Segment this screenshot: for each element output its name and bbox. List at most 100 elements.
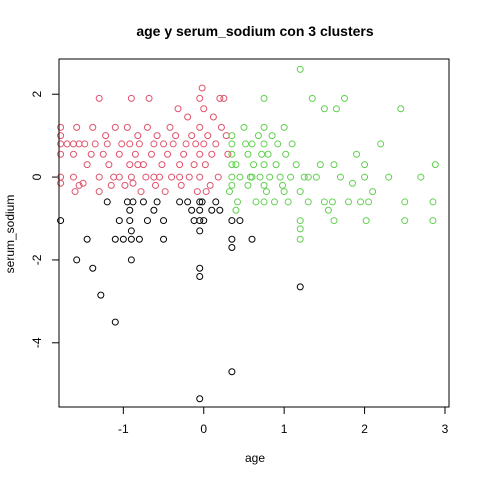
data-point (147, 150, 155, 158)
data-point (57, 150, 65, 158)
data-point (266, 173, 274, 181)
data-point (129, 198, 137, 206)
data-point (362, 217, 370, 225)
data-point (240, 123, 248, 131)
data-point (196, 395, 204, 403)
data-point (228, 217, 236, 225)
y-tick-label: -4 (30, 337, 44, 348)
data-point (214, 173, 222, 181)
data-point (208, 206, 216, 214)
data-point (188, 132, 196, 140)
data-point (111, 318, 119, 326)
data-point (204, 132, 212, 140)
data-point (316, 161, 324, 169)
data-point (320, 105, 328, 113)
data-point (127, 227, 135, 235)
data-point (83, 161, 91, 169)
data-point (131, 150, 139, 158)
data-point (79, 179, 87, 187)
data-point (429, 198, 437, 206)
data-point (81, 140, 89, 148)
data-point (340, 94, 348, 102)
data-point (260, 123, 268, 131)
cluster-3-points (57, 198, 304, 403)
data-point (336, 173, 344, 181)
data-point (143, 217, 151, 225)
data-point (296, 235, 304, 243)
data-point (111, 123, 119, 131)
x-tick-label: 1 (281, 422, 288, 436)
data-point (280, 123, 288, 131)
data-point (252, 198, 260, 206)
data-point (287, 173, 295, 181)
data-point (228, 150, 236, 158)
data-point (184, 198, 192, 206)
data-point (158, 161, 166, 169)
data-point (115, 150, 123, 158)
data-point (69, 173, 77, 181)
data-point (180, 150, 188, 158)
data-point (174, 105, 182, 113)
x-tick-label: 2 (361, 422, 368, 436)
data-point (160, 217, 168, 225)
data-point (87, 150, 95, 158)
data-point (296, 217, 304, 225)
y-axis-label: serum_sodium (3, 195, 17, 274)
data-point (228, 244, 236, 251)
data-point (182, 140, 190, 148)
data-point (126, 161, 134, 169)
data-point (228, 368, 236, 376)
data-point (279, 181, 287, 189)
data-point (126, 140, 134, 148)
data-point (282, 150, 290, 158)
data-point (139, 198, 147, 206)
data-point (161, 188, 169, 196)
data-point (73, 123, 81, 131)
data-point (134, 161, 142, 169)
data-point (232, 206, 240, 214)
data-point (111, 235, 119, 243)
plot-frame (58, 58, 450, 408)
data-point (228, 140, 236, 148)
data-point (260, 140, 268, 148)
data-point (115, 173, 123, 181)
data-point (332, 105, 340, 113)
data-point (248, 173, 256, 181)
data-point (268, 132, 276, 140)
data-point (196, 198, 204, 206)
data-point (365, 198, 373, 206)
data-point (217, 123, 225, 131)
points-layer (57, 65, 439, 403)
data-point (196, 206, 204, 214)
data-point (91, 140, 99, 148)
x-tick-label: 3 (442, 422, 449, 436)
data-point (127, 94, 135, 102)
data-point (256, 173, 264, 181)
data-point (198, 84, 206, 92)
data-point (202, 188, 210, 196)
data-point (95, 173, 103, 181)
cluster-1-points (57, 84, 232, 196)
data-point (196, 94, 204, 102)
data-point (89, 123, 97, 131)
data-point (300, 173, 308, 181)
data-point (196, 123, 204, 131)
data-point (196, 150, 204, 158)
data-point (328, 198, 336, 206)
data-point (190, 161, 198, 169)
data-point (151, 181, 159, 189)
data-point (248, 140, 256, 148)
data-point (385, 173, 393, 181)
data-point (369, 188, 377, 196)
data-point (57, 179, 65, 187)
data-point (73, 256, 81, 264)
data-point (330, 217, 338, 225)
data-point (99, 150, 107, 158)
data-point (276, 173, 284, 181)
data-point (102, 132, 110, 140)
data-point (97, 291, 105, 299)
data-point (105, 161, 113, 169)
data-point (397, 105, 405, 113)
